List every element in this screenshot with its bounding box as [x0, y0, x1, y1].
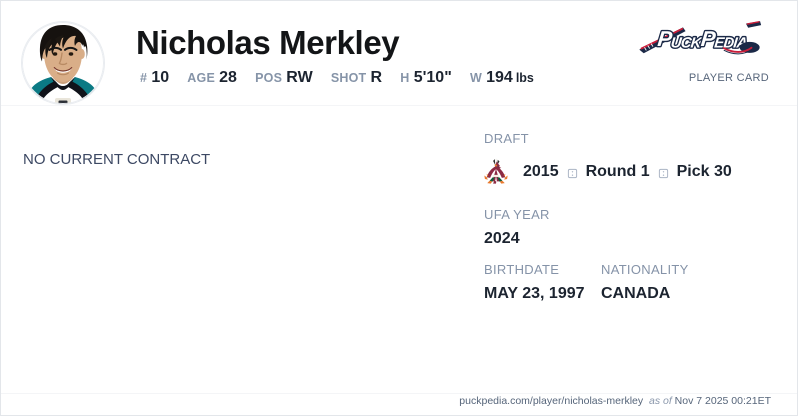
svg-text:PUCKPEDIA: PUCKPEDIA	[656, 27, 748, 51]
